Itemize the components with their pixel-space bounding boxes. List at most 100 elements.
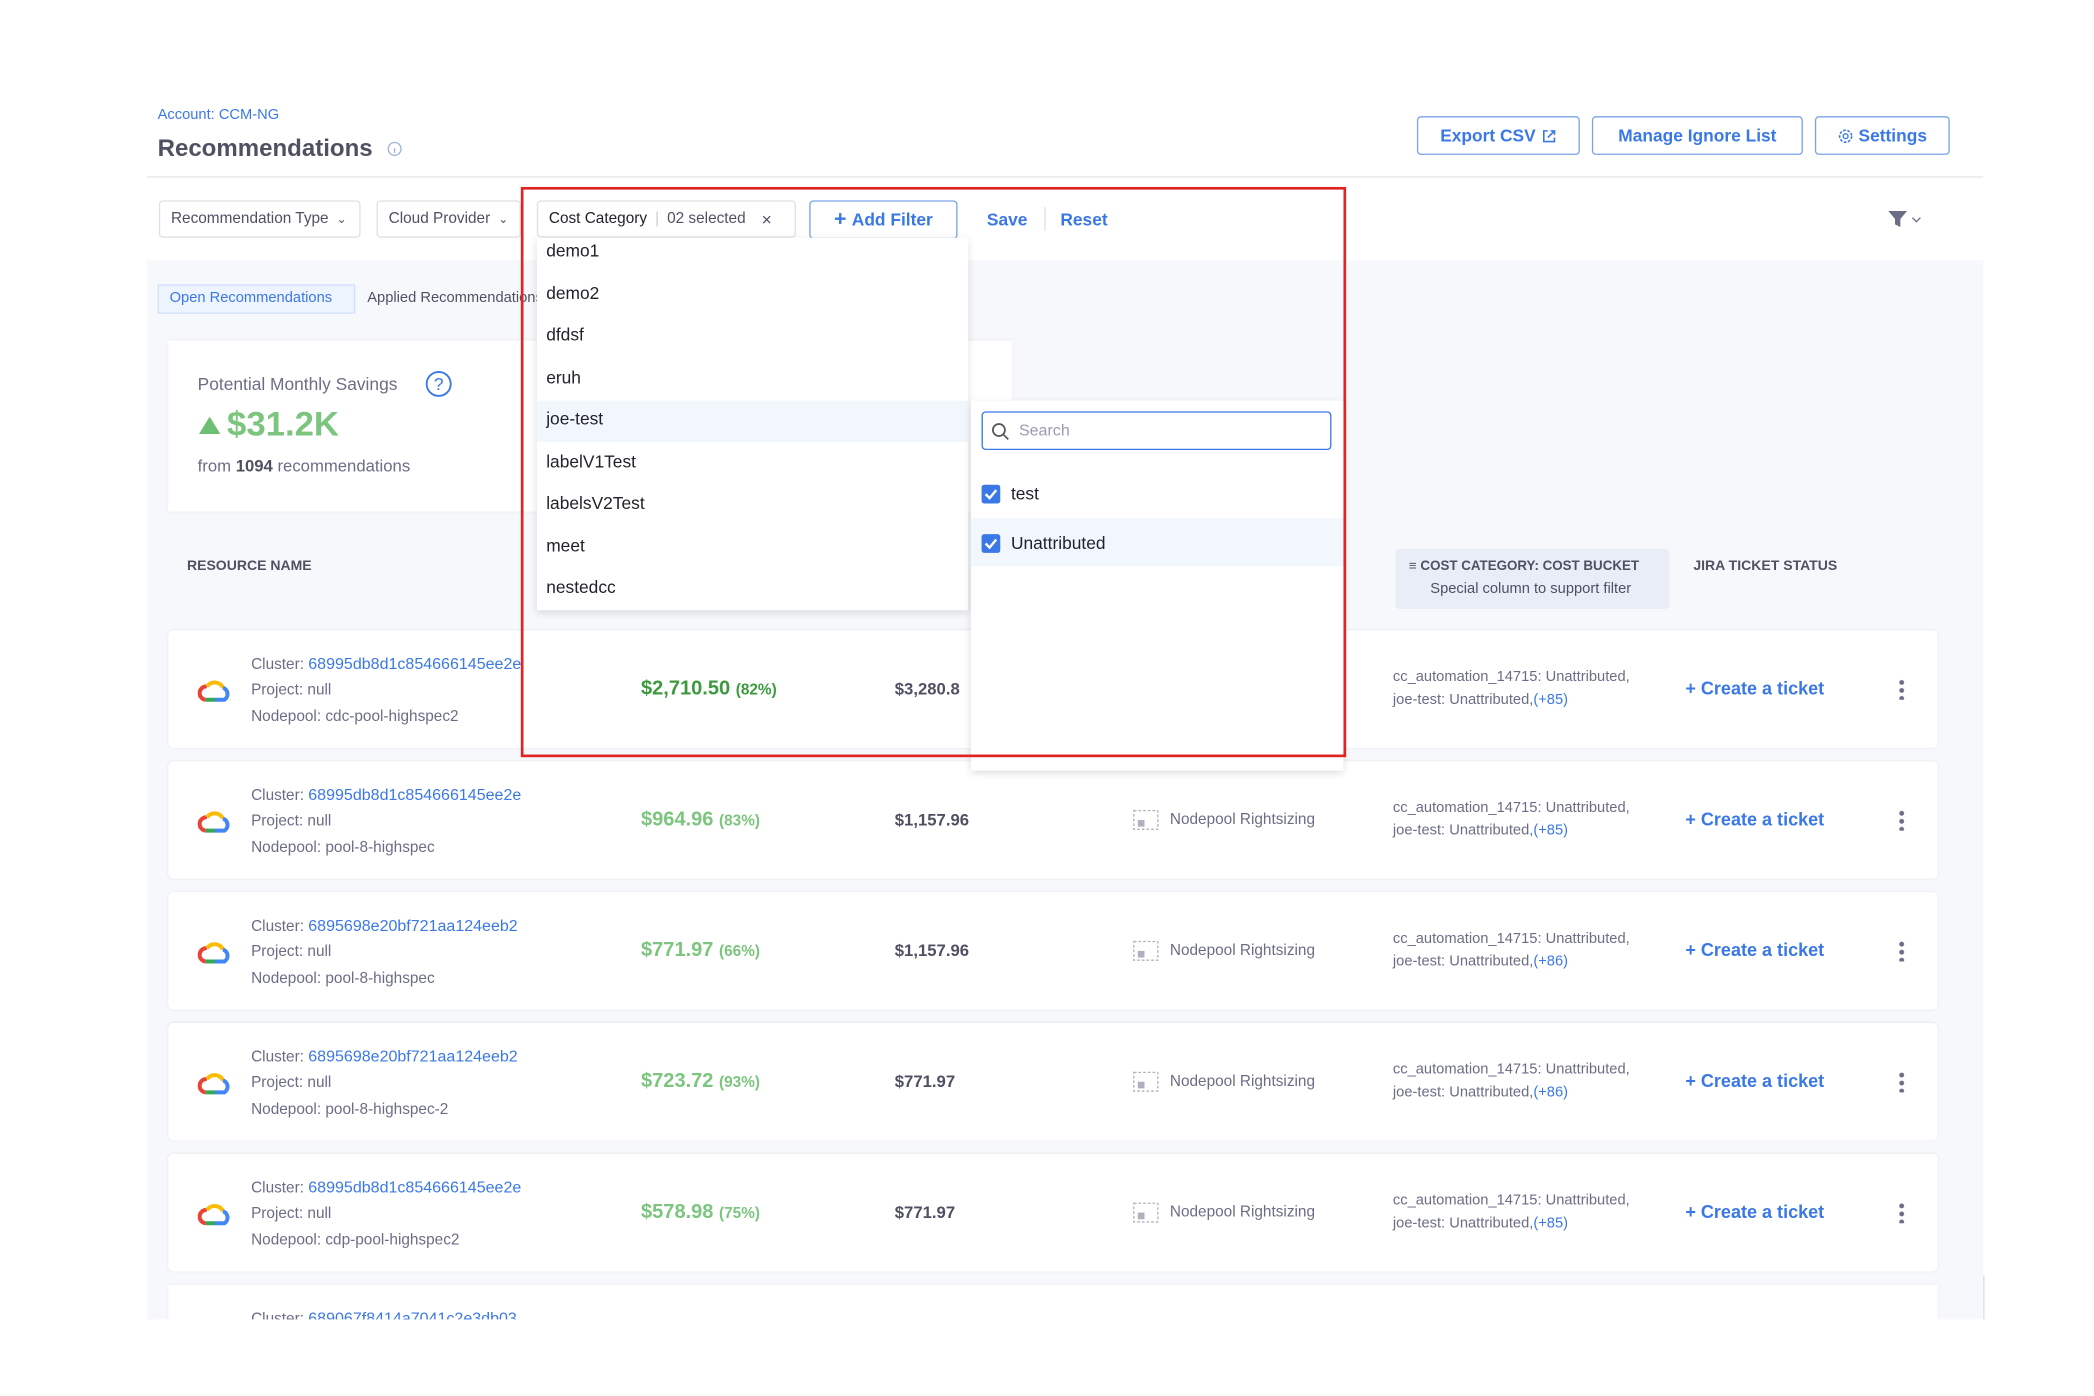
- search-input[interactable]: [981, 411, 1332, 451]
- filter-icon[interactable]: [1886, 208, 1926, 229]
- settings-button[interactable]: Settings: [1814, 116, 1950, 155]
- resource-line: Cluster: 68995db8d1c854666145ee2e: [251, 785, 521, 804]
- dropdown-item[interactable]: demo2: [546, 282, 600, 303]
- page-bottom: [0, 1319, 2094, 1396]
- field-label: Project:: [251, 1205, 304, 1222]
- dropdown-item[interactable]: demo1: [546, 240, 600, 261]
- check-mark: [984, 538, 998, 550]
- tag-text: joe-test: Unattributed,: [1392, 1215, 1534, 1232]
- more-tags[interactable]: (+85): [1533, 822, 1569, 839]
- item-highlight: [536, 400, 969, 443]
- rec-type-label: Nodepool Rightsizing: [1169, 1073, 1316, 1090]
- cost-bucket-tag: joe-test: Unattributed,(+86): [1393, 1084, 1568, 1100]
- field-value: cdp-pool-highspec2: [325, 1232, 460, 1249]
- option-label[interactable]: Unattributed: [1010, 532, 1106, 553]
- breadcrumb[interactable]: Account: CCM-NG: [157, 106, 280, 123]
- cost-bucket-tag: joe-test: Unattributed,(+85): [1393, 1215, 1568, 1231]
- recommendation-row[interactable]: Cluster: 68995db8d1c854666145ee2e Project…: [168, 761, 1938, 879]
- cloud-provider-filter[interactable]: Cloud Provider ⌄: [376, 200, 521, 238]
- savings: $2,710.50 (82%): [641, 677, 777, 700]
- create-ticket-label: Create a ticket: [1700, 1201, 1825, 1222]
- summary-value: $31.2K: [227, 403, 339, 444]
- dropdown-item[interactable]: labelV1Test: [546, 450, 636, 471]
- resource-line: Project: null: [251, 944, 331, 960]
- field-label: Cluster:: [251, 787, 304, 804]
- savings-value: $964.96: [641, 807, 714, 831]
- more-tags[interactable]: (+86): [1533, 1084, 1569, 1101]
- recommendation-type-filter[interactable]: Recommendation Type ⌄: [158, 200, 361, 238]
- create-ticket[interactable]: + Create a ticket: [1685, 1071, 1825, 1092]
- kebab-menu[interactable]: [1899, 1071, 1905, 1093]
- save-link[interactable]: Save: [986, 209, 1028, 230]
- kebab-menu[interactable]: [1899, 940, 1905, 962]
- field-value: null: [307, 682, 332, 699]
- field-value[interactable]: 68995db8d1c854666145ee2e: [308, 1177, 522, 1197]
- dropdown-item[interactable]: joe-test: [546, 408, 604, 429]
- tab-label[interactable]: Applied Recommendations: [367, 289, 543, 306]
- savings-value: $578.98: [641, 1200, 714, 1224]
- kebab-menu[interactable]: [1899, 1201, 1905, 1224]
- field-label: Cluster:: [251, 918, 304, 935]
- field-value: cdc-pool-highspec2: [325, 709, 459, 726]
- manage-ignore-button[interactable]: Manage Ignore List: [1591, 116, 1803, 155]
- savings: $771.97 (66%): [641, 939, 760, 962]
- dropdown-item[interactable]: nestedcc: [546, 576, 616, 597]
- more-tags[interactable]: (+86): [1533, 953, 1569, 970]
- field-value: pool-8-highspec-2: [325, 1101, 449, 1118]
- type-icon: [1133, 1071, 1159, 1092]
- field-value[interactable]: 68995db8d1c854666145ee2e: [308, 785, 522, 804]
- tab-active[interactable]: [157, 284, 356, 314]
- savings-value: $723.72: [641, 1069, 714, 1093]
- create-ticket-label: Create a ticket: [1700, 678, 1825, 699]
- dropdown-item[interactable]: meet: [546, 534, 585, 555]
- create-ticket[interactable]: + Create a ticket: [1685, 1201, 1825, 1222]
- checkbox[interactable]: [981, 534, 1001, 553]
- field-label: Project:: [251, 813, 304, 830]
- recommendation-row[interactable]: Cluster: 6895698e20bf721aa124eeb2 Project…: [168, 892, 1938, 1010]
- tab-label[interactable]: Open Recommendations: [169, 289, 333, 306]
- recommendation-row[interactable]: Cluster: 68995db8d1c854666145ee2e Project…: [168, 1153, 1938, 1272]
- kebab-menu[interactable]: [1899, 809, 1905, 831]
- create-ticket[interactable]: + Create a ticket: [1685, 678, 1825, 699]
- option-highlight: [970, 518, 1344, 567]
- more-tags[interactable]: (+85): [1533, 1215, 1569, 1232]
- dropdown-item[interactable]: dfdsf: [546, 324, 584, 345]
- cost-category-filter[interactable]: Cost Category | 02 selected ×: [536, 200, 796, 238]
- field-label: Project:: [251, 682, 304, 699]
- dropdown-item[interactable]: labelsV2Test: [546, 492, 645, 513]
- cost: $1,157.96: [894, 810, 970, 830]
- savings-value: $771.97: [641, 938, 714, 962]
- create-ticket[interactable]: + Create a ticket: [1685, 809, 1825, 830]
- search-placeholder: Search: [1018, 420, 1070, 440]
- option-label[interactable]: test: [1010, 483, 1039, 504]
- cost: $771.97: [894, 1072, 956, 1092]
- field-label: Cluster:: [251, 1049, 304, 1066]
- clear-icon[interactable]: ×: [761, 208, 772, 230]
- add-filter-button[interactable]: + Add Filter: [809, 200, 958, 240]
- dropdown-item[interactable]: eruh: [546, 366, 581, 387]
- reset-link[interactable]: Reset: [1060, 209, 1108, 230]
- tag-text: joe-test: Unattributed,: [1392, 953, 1534, 970]
- type-icon: [1133, 940, 1159, 961]
- export-csv-button[interactable]: Export CSV: [1416, 116, 1580, 155]
- cost-bucket-tag: joe-test: Unattributed,(+85): [1393, 823, 1568, 839]
- field-value[interactable]: 6895698e20bf721aa124eeb2: [308, 1047, 518, 1066]
- recommendation-row[interactable]: Cluster: 6895698e20bf721aa124eeb2 Project…: [168, 1022, 1938, 1141]
- kebab-menu[interactable]: [1899, 678, 1905, 700]
- tag-text: joe-test: Unattributed,: [1392, 1084, 1534, 1101]
- help-icon[interactable]: ?: [425, 370, 453, 398]
- create-ticket-label: Create a ticket: [1700, 809, 1825, 830]
- cost-bucket-tag: cc_automation_14715: Unattributed,: [1392, 1061, 1630, 1078]
- checkbox[interactable]: [981, 484, 1001, 504]
- resource-line: Nodepool: cdp-pool-highspec2: [251, 1233, 459, 1249]
- more-tags[interactable]: (+85): [1533, 691, 1569, 708]
- column-header: ≡ COST CATEGORY: COST BUCKET: [1408, 559, 1640, 575]
- cloud-icon: [197, 1201, 233, 1234]
- field-value[interactable]: 6895698e20bf721aa124eeb2: [308, 916, 518, 935]
- resource-line: Cluster: 68995db8d1c854666145ee2e: [251, 654, 521, 673]
- column-header: RESOURCE NAME: [186, 558, 312, 575]
- create-ticket[interactable]: + Create a ticket: [1685, 940, 1825, 961]
- field-value[interactable]: 68995db8d1c854666145ee2e: [308, 654, 522, 674]
- resource-line: Cluster: 6895698e20bf721aa124eeb2: [251, 1047, 518, 1066]
- savings: $723.72 (93%): [641, 1070, 760, 1093]
